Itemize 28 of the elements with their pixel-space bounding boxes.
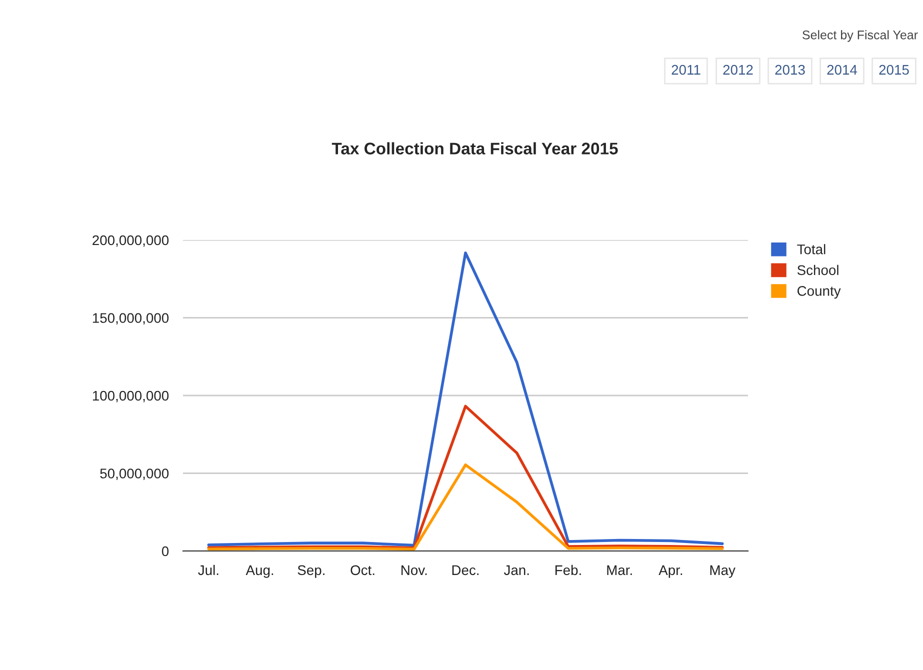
y-tick-label: 100,000,000 <box>92 390 169 402</box>
x-tick-label: Apr. <box>658 565 682 578</box>
y-tick-label: 0 <box>162 546 169 556</box>
legend-label: Total <box>797 244 826 254</box>
y-tick-label: 50,000,000 <box>100 468 169 480</box>
x-tick-label: Nov. <box>402 565 427 576</box>
text: 2013 <box>775 64 805 75</box>
line-series <box>207 463 724 551</box>
legend-label: School <box>797 264 838 276</box>
text: 2014 <box>827 64 858 75</box>
text: 2015 <box>879 64 909 75</box>
x-tick-label: Jul. <box>198 564 218 576</box>
x-tick-label: Oct. <box>350 565 374 576</box>
y-tick-label: 150,000,000 <box>92 313 169 325</box>
text: 2011 <box>672 64 700 75</box>
legend-label: County <box>798 286 841 299</box>
text: Select by Fiscal Year <box>802 30 918 42</box>
line-series <box>207 252 724 547</box>
x-tick-label: May <box>710 565 736 578</box>
x-tick-label: Feb. <box>555 564 581 576</box>
x-tick-label: Dec. <box>452 565 479 576</box>
x-tick-label: Jan. <box>504 565 529 576</box>
chart-title: Tax Collection Data Fiscal Year 2015 <box>332 142 618 154</box>
y-tick-label: 200,000,000 <box>92 235 169 247</box>
x-tick-label: Aug. <box>246 565 274 578</box>
x-tick-label: Sep. <box>298 565 324 578</box>
x-tick-label: Mar. <box>607 565 632 576</box>
text: 2012 <box>723 64 753 75</box>
